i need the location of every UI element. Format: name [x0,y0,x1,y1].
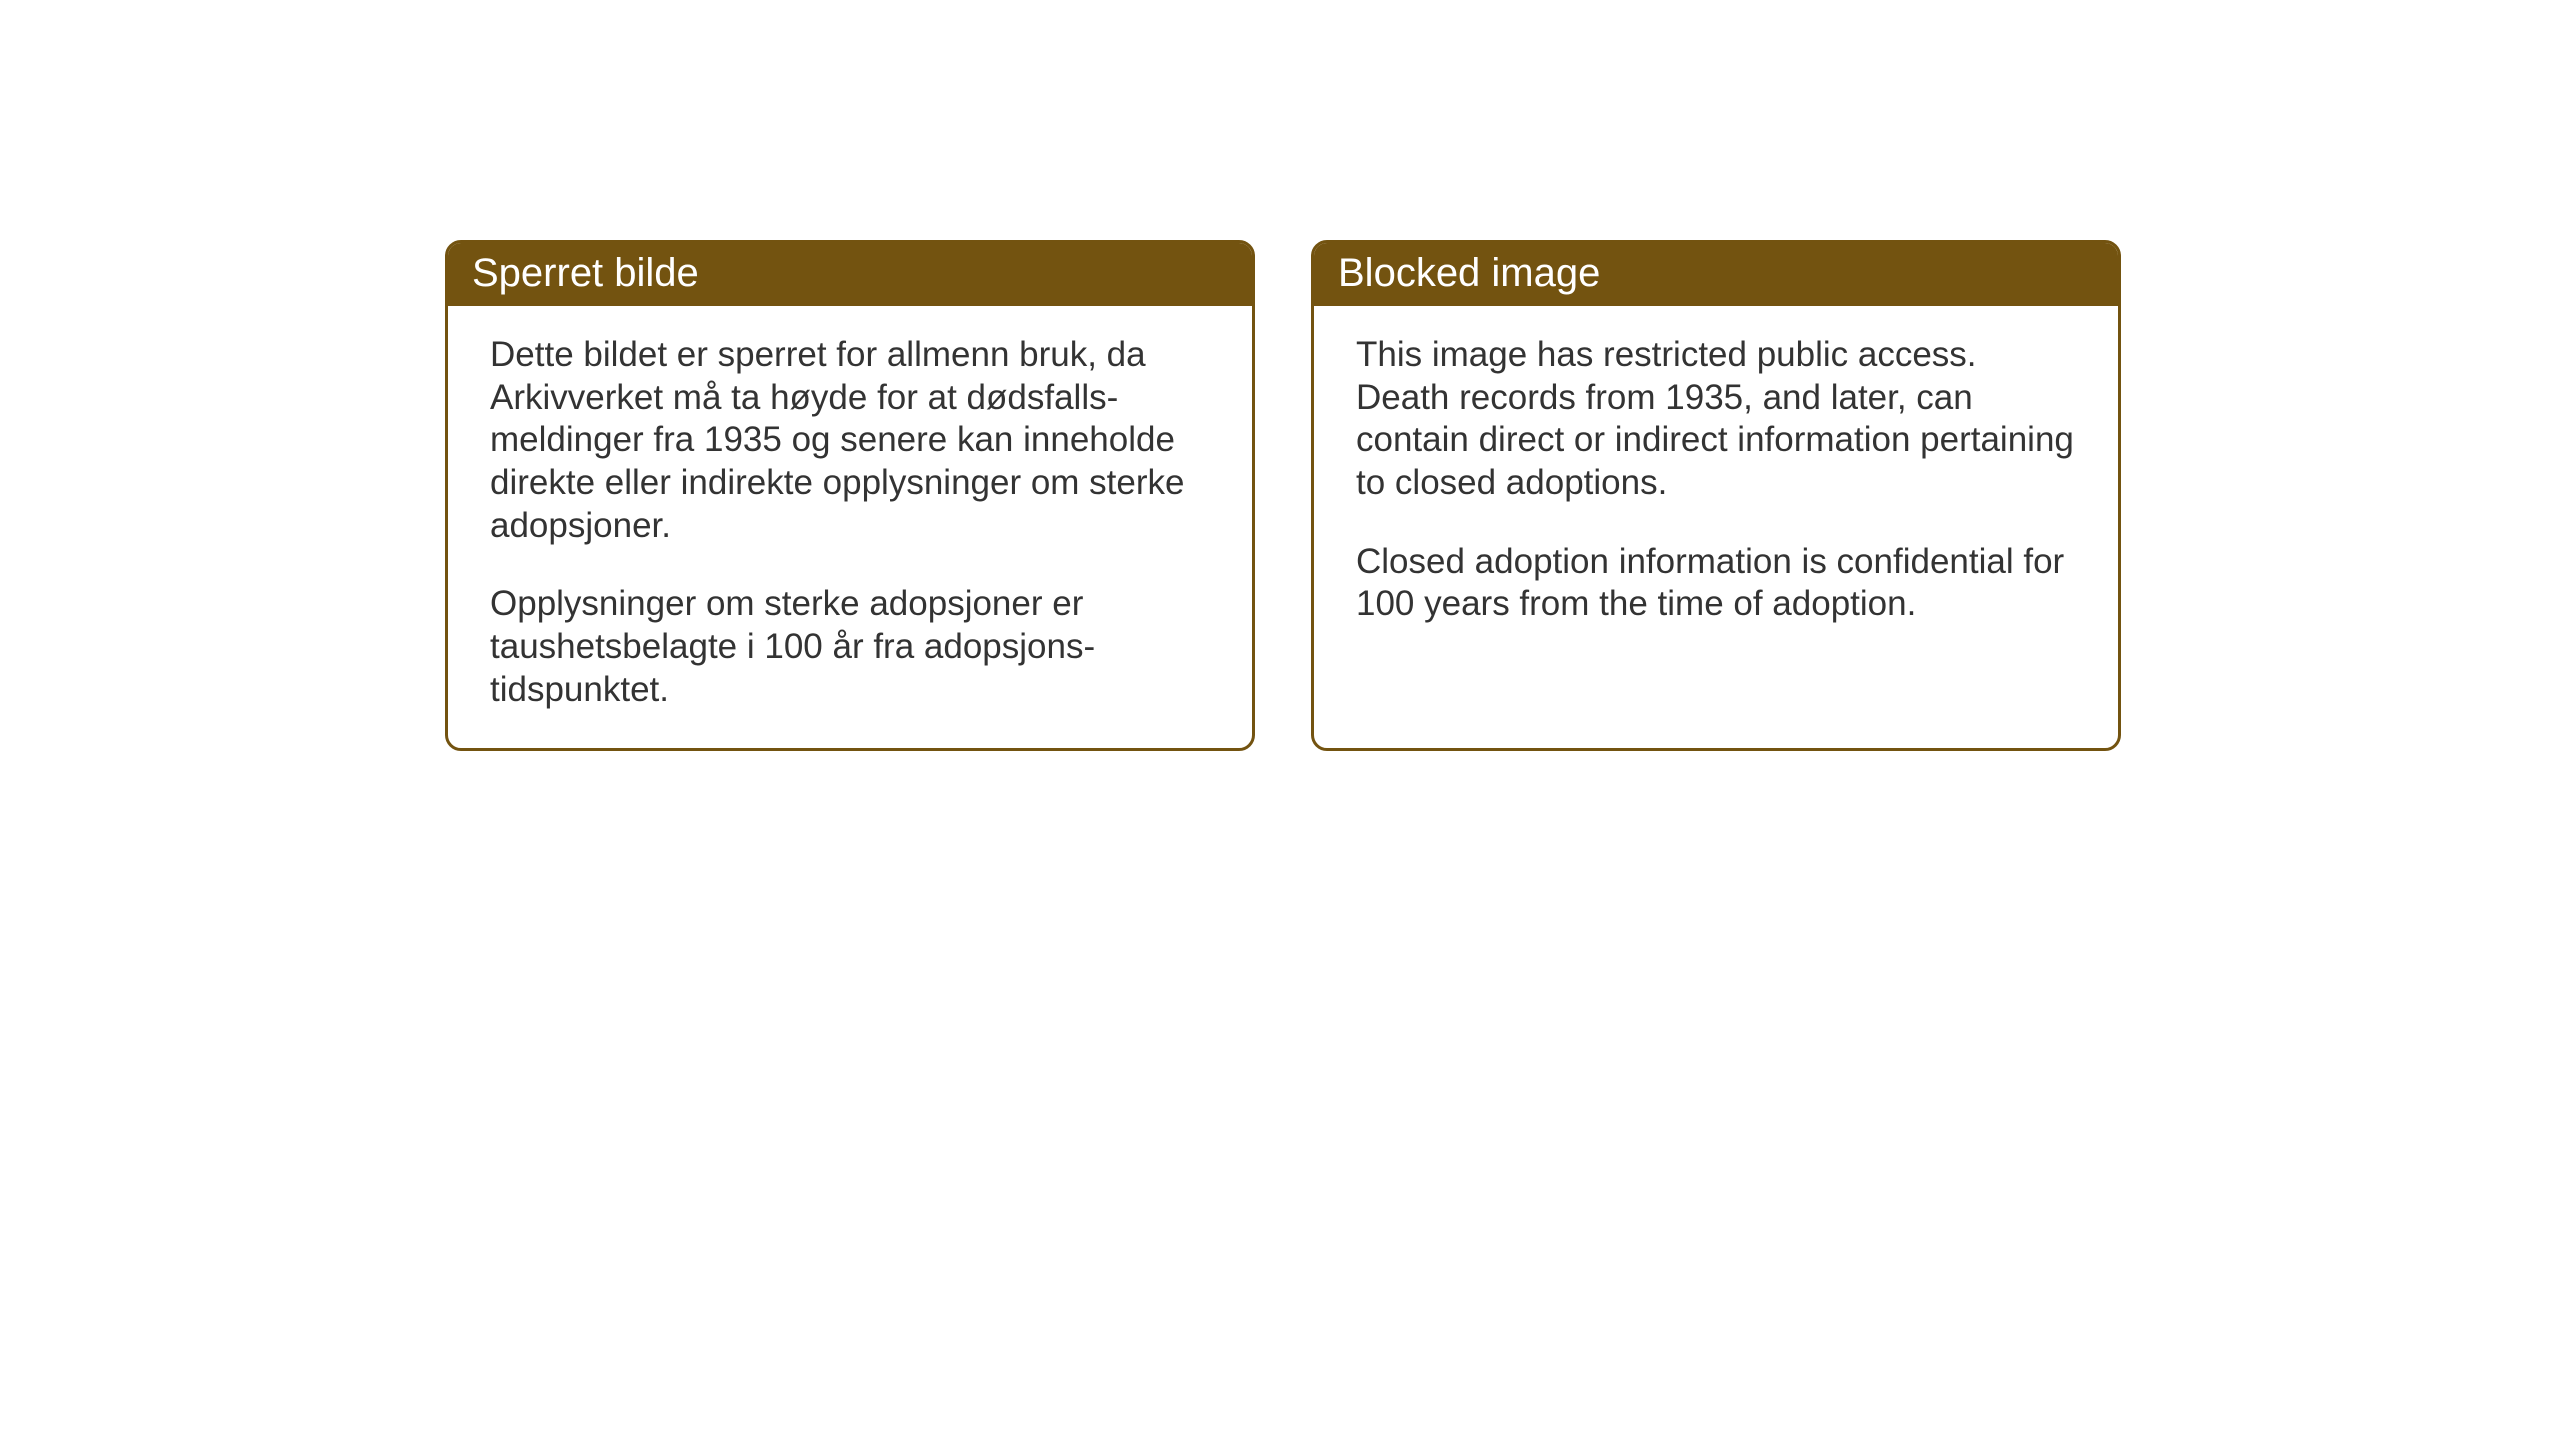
english-notice-card: Blocked image This image has restricted … [1311,240,2121,751]
norwegian-notice-card: Sperret bilde Dette bildet er sperret fo… [445,240,1255,751]
notice-cards-container: Sperret bilde Dette bildet er sperret fo… [445,240,2121,751]
norwegian-card-body: Dette bildet er sperret for allmenn bruk… [448,306,1252,748]
english-card-title: Blocked image [1314,243,2118,306]
norwegian-card-title: Sperret bilde [448,243,1252,306]
english-paragraph-2: Closed adoption information is confident… [1356,541,2076,626]
english-paragraph-1: This image has restricted public access.… [1356,334,2076,505]
english-card-body: This image has restricted public access.… [1314,306,2118,726]
norwegian-paragraph-1: Dette bildet er sperret for allmenn bruk… [490,334,1210,547]
norwegian-paragraph-2: Opplysninger om sterke adopsjoner er tau… [490,583,1210,711]
